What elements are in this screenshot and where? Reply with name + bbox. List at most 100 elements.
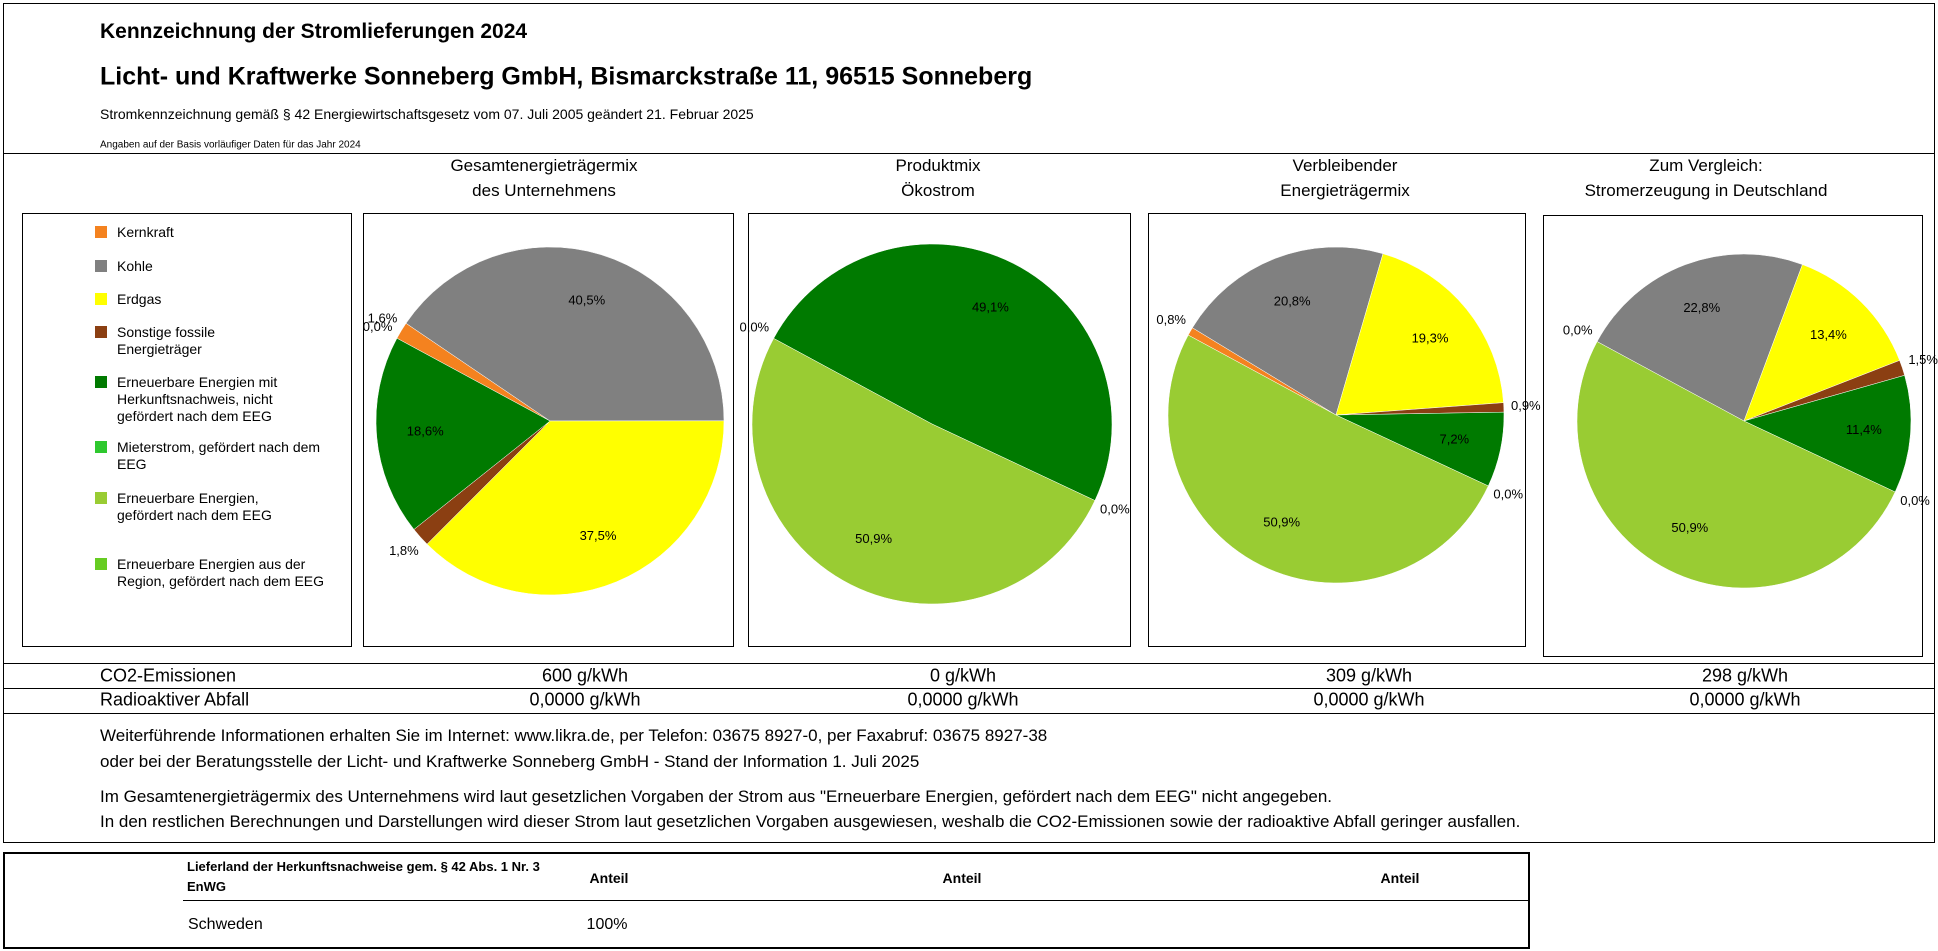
- chart-title: des Unternehmens: [472, 181, 616, 200]
- divider: [3, 663, 1935, 664]
- legend-swatch: [95, 260, 107, 272]
- pie-slice: [1335, 253, 1504, 416]
- pie-slice: [1192, 246, 1384, 416]
- slice-label: 0,9%: [1511, 398, 1541, 413]
- row-value: 0 g/kWh: [929, 665, 997, 686]
- pie-slice: [1743, 264, 1900, 422]
- title: Kennzeichnung der Stromlieferungen 2024: [100, 20, 528, 43]
- info-line: oder bei der Beratungsstelle der Licht- …: [100, 752, 920, 771]
- table-cell: 100%: [586, 916, 628, 933]
- legend-label: Mieterstrom, gefördert nach dem EEG: [117, 439, 321, 472]
- chart-title: Zum Vergleich:: [1649, 156, 1763, 175]
- legend-label: Kernkraft: [117, 224, 174, 240]
- slice-label: 0,0%: [1563, 323, 1593, 338]
- slice-label: 11,4%: [1846, 422, 1882, 437]
- slice-label: 0,8%: [1156, 312, 1186, 327]
- chart-box: [1543, 215, 1923, 657]
- slice-label: 1,6%: [368, 311, 398, 326]
- legend-swatch: [95, 376, 107, 388]
- chart-title: Produktmix: [895, 156, 981, 175]
- slice-label: 7,2%: [1439, 432, 1469, 447]
- chart-title: Ökostrom: [901, 181, 975, 200]
- chart-title: Energieträgermix: [1280, 181, 1410, 200]
- legend-swatch: [95, 558, 107, 570]
- row-value: 309 g/kWh: [1325, 665, 1413, 686]
- legend-swatch: [95, 441, 107, 453]
- divider: [3, 688, 1935, 689]
- chart-box: [1148, 213, 1526, 647]
- chart-box: [363, 213, 734, 647]
- main-frame: [3, 3, 1935, 843]
- legend-label: Erneuerbare Energien mit Herkunftsnachwe…: [117, 374, 278, 424]
- legend-label: Kohle: [117, 258, 153, 274]
- pie-slice: [1743, 374, 1912, 493]
- pie-slice: [751, 338, 1096, 605]
- table-header: Lieferland der Herkunftsnachweise gem. §…: [187, 859, 540, 894]
- slice-label: 0,0%: [1100, 501, 1130, 516]
- table-header: Anteil: [589, 870, 629, 886]
- slice-label: 50,9%: [1671, 520, 1708, 535]
- slice-label: 13,4%: [1810, 327, 1847, 342]
- slice-label: 20,8%: [1274, 294, 1311, 309]
- chart-box: [748, 213, 1131, 647]
- info-line: Im Gesamtenergieträgermix des Unternehme…: [100, 787, 1333, 806]
- slice-label: 50,9%: [1263, 515, 1300, 530]
- pie-slice: [773, 243, 1113, 501]
- slice-label: 18,6%: [407, 424, 444, 439]
- info-line: Weiterführende Informationen erhalten Si…: [100, 726, 1048, 745]
- pie-slice: [375, 337, 551, 530]
- slice-label: 50,9%: [855, 531, 892, 546]
- divider: [3, 153, 1935, 154]
- slice-label: 49,1%: [972, 300, 1009, 315]
- chart-title: Stromerzeugung in Deutschland: [1584, 181, 1828, 200]
- table-header: Anteil: [1380, 870, 1420, 886]
- slice-label: 19,3%: [1412, 330, 1449, 345]
- slice-label: 0,0%: [363, 319, 393, 334]
- legend-label: Erdgas: [117, 291, 162, 307]
- pie-slice: [405, 246, 725, 422]
- row-value: 0,0000 g/kWh: [1313, 689, 1425, 710]
- pie-slice: [1596, 253, 1803, 422]
- slice-label: 1,5%: [1908, 352, 1938, 367]
- slice-label: 0,0%: [739, 319, 769, 334]
- legend-swatch: [95, 492, 107, 504]
- legend-swatch: [95, 293, 107, 305]
- company: Licht- und Kraftwerke Sonneberg GmbH, Bi…: [100, 62, 1033, 91]
- legend-label: Erneuerbare Energien, gefördert nach dem…: [117, 490, 272, 523]
- row-value: 0,0000 g/kWh: [907, 689, 1019, 710]
- row-value: 600 g/kWh: [541, 665, 629, 686]
- row-value: 0,0000 g/kWh: [529, 689, 641, 710]
- slice-label: 1,8%: [389, 543, 419, 558]
- divider: [3, 713, 1935, 714]
- legend-swatch: [95, 326, 107, 338]
- chart-title: Verbleibender: [1292, 156, 1398, 175]
- pie-slice: [1576, 341, 1896, 589]
- legend-swatch: [95, 226, 107, 238]
- pie-slice: [426, 420, 725, 596]
- legend-box: [22, 213, 352, 647]
- table-divider: [183, 900, 1528, 901]
- chart-title: Gesamtenergieträgermix: [450, 156, 638, 175]
- basis-note: Angaben auf der Basis vorläufiger Daten …: [100, 139, 361, 151]
- origin-table: [3, 852, 1530, 949]
- row-value: 0,0000 g/kWh: [1689, 689, 1801, 710]
- row-label: Radioaktiver Abfall: [100, 689, 250, 710]
- slice-label: 0,0%: [1900, 493, 1930, 508]
- legal-note: Stromkennzeichnung gemäß § 42 Energiewir…: [100, 106, 754, 122]
- info-line: In den restlichen Berechnungen und Darst…: [100, 812, 1521, 831]
- legend-label: Sonstige fossile Energieträger: [117, 324, 216, 357]
- table-cell: Schweden: [188, 916, 263, 933]
- row-label: CO2-Emissionen: [100, 665, 237, 686]
- slice-label: 40,5%: [568, 293, 605, 308]
- table-header: Anteil: [942, 870, 982, 886]
- row-value: 298 g/kWh: [1701, 665, 1789, 686]
- slice-label: 0,0%: [1493, 487, 1523, 502]
- pie-slice: [1167, 334, 1489, 584]
- slice-label: 37,5%: [580, 528, 617, 543]
- legend-label: Erneuerbare Energien aus der Region, gef…: [117, 556, 325, 589]
- slice-label: 22,8%: [1683, 300, 1720, 315]
